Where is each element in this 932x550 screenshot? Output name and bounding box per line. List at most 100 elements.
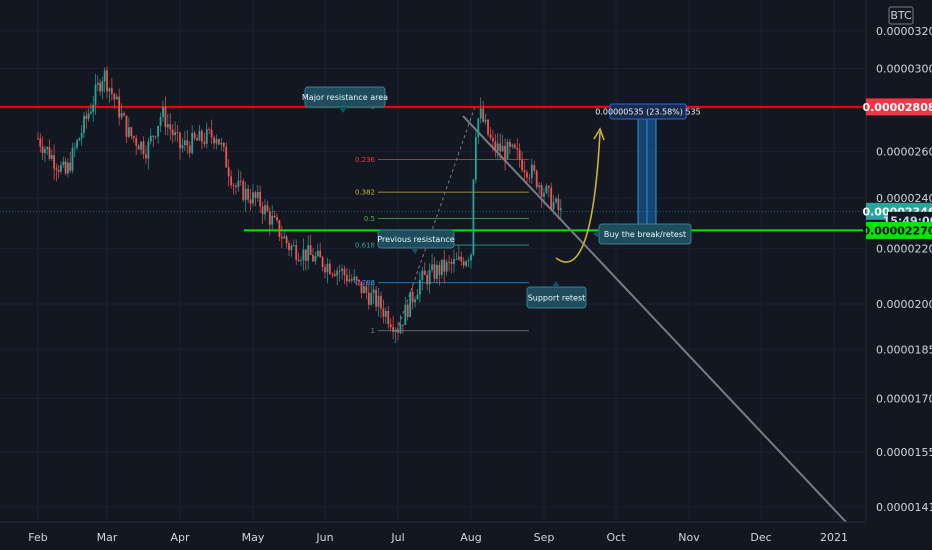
candle — [487, 118, 489, 137]
candle — [73, 142, 76, 157]
candle — [174, 121, 177, 142]
fib-level-label: 0.618 — [355, 242, 375, 250]
candle — [414, 296, 416, 308]
candle — [336, 267, 339, 286]
price-tick-label: 0.00002200 — [876, 243, 932, 256]
candle — [164, 96, 167, 136]
price-tags: 0.000028080.0000234615:49:000.00002270 — [862, 98, 932, 239]
candle — [370, 284, 373, 306]
candle — [355, 275, 358, 286]
candle — [295, 239, 298, 266]
fib-level-label: 1 — [371, 327, 375, 335]
price-tick-label: 0.00001410 — [876, 501, 932, 514]
candle — [218, 138, 220, 146]
candle — [44, 145, 46, 163]
candle — [276, 213, 278, 224]
annotation-text: Support retest — [528, 294, 586, 303]
candle — [183, 131, 186, 152]
candle — [331, 272, 334, 278]
candle — [232, 182, 235, 195]
candle — [278, 219, 281, 241]
candle — [137, 143, 140, 150]
candle — [203, 132, 206, 148]
candle — [259, 185, 262, 213]
candle — [377, 287, 380, 317]
annotation-callout: Support retest — [526, 281, 587, 309]
candle — [154, 135, 157, 140]
candle — [494, 133, 497, 158]
price-axis-panel — [866, 0, 932, 550]
candle — [389, 318, 392, 330]
time-tick-label: Dec — [750, 531, 771, 544]
candle — [528, 174, 531, 184]
candle — [268, 207, 271, 236]
candle — [416, 288, 419, 300]
candle — [60, 161, 62, 174]
candle — [76, 138, 78, 151]
candle — [479, 97, 482, 124]
price-tick-label: 0.00001850 — [876, 343, 932, 356]
currency-label: BTC — [890, 9, 912, 22]
candle — [397, 321, 399, 341]
candle — [406, 302, 409, 321]
candle — [128, 117, 130, 139]
candle — [101, 76, 104, 100]
candle — [382, 299, 385, 324]
price-tick-label: 0.00002600 — [876, 146, 932, 159]
time-tick-label: Mar — [97, 531, 118, 544]
candle — [106, 66, 108, 99]
candle — [280, 225, 283, 248]
candle — [380, 291, 382, 318]
time-tick-label: Jun — [315, 531, 333, 544]
price-tick-label: 0.00003200 — [876, 25, 932, 38]
candle — [290, 243, 293, 257]
candle — [316, 243, 319, 258]
candle — [387, 305, 390, 329]
candle — [249, 188, 252, 211]
candle — [92, 96, 95, 122]
candle — [48, 139, 51, 161]
candle — [157, 125, 159, 144]
candle — [465, 259, 468, 268]
price-tick-label: 0.00001550 — [876, 446, 932, 459]
candle — [110, 78, 113, 101]
candle — [118, 88, 121, 126]
candle — [484, 113, 487, 125]
time-tick-label: Sep — [534, 531, 555, 544]
candle — [176, 124, 179, 143]
candle — [436, 260, 438, 284]
candle — [363, 282, 365, 294]
candle — [433, 256, 436, 283]
candle — [108, 87, 111, 103]
candle — [46, 146, 49, 155]
candle — [239, 171, 242, 186]
candle — [411, 285, 414, 310]
candle — [215, 134, 218, 150]
annotation-callout: Previous resistance — [377, 229, 455, 254]
candle — [193, 130, 196, 141]
candle — [55, 163, 58, 182]
price-tick-label: 0.00003000 — [876, 62, 932, 75]
fib-level-label: 0.786 — [355, 279, 376, 287]
candle — [225, 142, 228, 168]
time-tick-label: Nov — [678, 531, 700, 544]
svg-text:0.00002270: 0.00002270 — [862, 224, 932, 237]
candle — [445, 259, 448, 276]
candle — [261, 201, 264, 224]
candle — [198, 124, 201, 141]
candle — [324, 264, 326, 279]
time-tick-label: Apr — [170, 531, 190, 544]
candle — [523, 160, 526, 181]
candle — [285, 234, 288, 249]
candle — [341, 264, 343, 280]
fib-level-label: 0.5 — [364, 215, 375, 223]
candle — [443, 250, 446, 284]
candle — [538, 182, 541, 195]
candle — [227, 159, 230, 187]
price-tick-label: 0.00001700 — [876, 392, 932, 405]
candle — [492, 129, 494, 152]
candle — [516, 138, 519, 159]
time-tick-label: 2021 — [820, 531, 848, 544]
